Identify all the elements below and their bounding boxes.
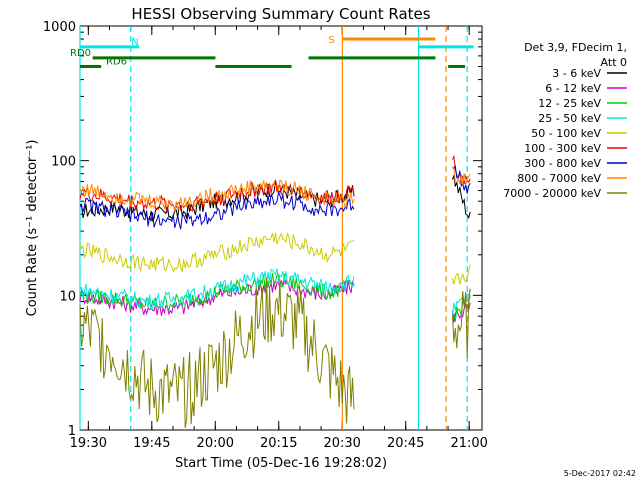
chart-title: HESSI Observing Summary Count Rates xyxy=(131,5,430,23)
y-tick-label: 100 xyxy=(51,155,76,170)
legend-entry-label: 6 - 12 keV xyxy=(545,82,601,95)
series-line xyxy=(79,166,471,212)
x-tick-label: 21:00 xyxy=(450,436,487,451)
plot-area: 1 10 100 1000 19:30 19:45 20:00 20:15 20:30 20:45… xyxy=(43,20,488,451)
legend-entry-label: 800 - 7000 keV xyxy=(517,172,601,185)
legend-entry-label: 7000 - 20000 keV xyxy=(503,187,601,200)
flag-label: RD6 xyxy=(106,57,127,68)
x-tick-label: 20:45 xyxy=(387,436,424,451)
legend-header: Det 3,9, FDecim 1, xyxy=(524,41,627,54)
series-line xyxy=(79,277,471,428)
legend-entry-label: 50 - 100 keV xyxy=(531,127,601,140)
legend: Det 3,9, FDecim 1, Att 03 - 6 keV 6 - 12 k… xyxy=(503,41,627,200)
y-tick-label: 10 xyxy=(59,289,76,304)
legend-entry-label: 300 - 800 keV xyxy=(524,157,601,170)
legend-entry-label: 100 - 300 keV xyxy=(524,142,601,155)
y-tick-label: 1 xyxy=(68,424,76,439)
series-line xyxy=(79,232,471,285)
legend-entry-label: 3 - 6 keV xyxy=(552,67,601,80)
legend-header: Att 0 xyxy=(601,56,627,69)
x-tick-label: 20:15 xyxy=(260,436,297,451)
series-line xyxy=(79,164,471,230)
legend-entry-label: 25 - 50 keV xyxy=(538,112,601,125)
legend-entry-label: 12 - 25 keV xyxy=(538,97,601,110)
x-tick-label: 20:00 xyxy=(197,436,234,451)
flag-label: N xyxy=(131,37,138,48)
y-tick-label: 1000 xyxy=(43,20,76,35)
plot-frame xyxy=(79,25,483,431)
flag-label: RD0 xyxy=(70,48,91,59)
footer-timestamp: 5-Dec-2017 02:42 xyxy=(564,469,636,478)
x-tick-label: 19:45 xyxy=(133,436,170,451)
x-axis-label: Start Time (05-Dec-16 19:28:02) xyxy=(175,456,387,471)
y-axis-label: Count Rate (s⁻¹ detector⁻¹) xyxy=(25,140,40,317)
flag-label: S xyxy=(328,35,334,46)
x-tick-label: 20:30 xyxy=(323,436,360,451)
x-tick-label: 19:30 xyxy=(70,436,107,451)
series-line xyxy=(79,268,471,318)
